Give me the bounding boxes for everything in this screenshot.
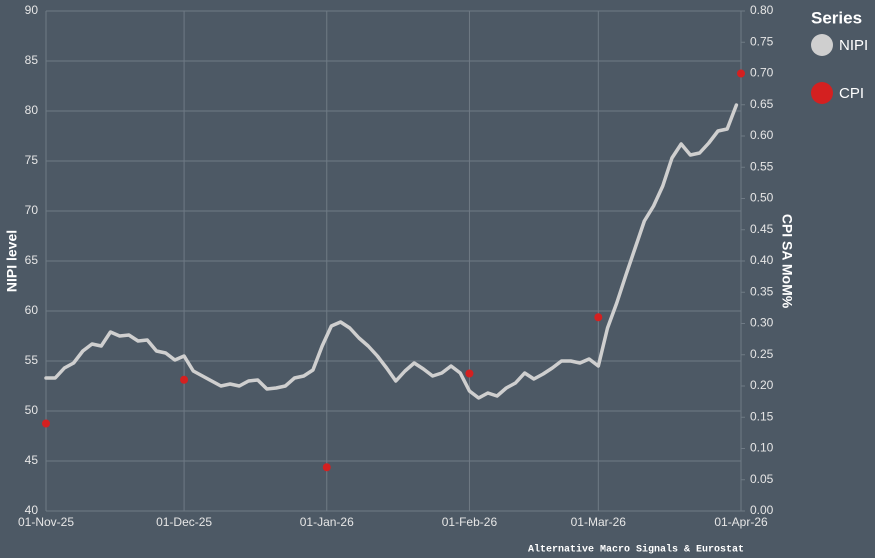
data-point xyxy=(322,463,331,472)
y-tick-label: 55 xyxy=(25,353,39,367)
data-point xyxy=(594,313,603,322)
data-point xyxy=(42,419,50,428)
y2-tick-label: 0.55 xyxy=(750,159,774,173)
y2-tick-label: 0.35 xyxy=(750,284,774,298)
y-tick-label: 75 xyxy=(25,153,39,167)
y-tick-label: 40 xyxy=(25,503,39,517)
y2-tick-label: 0.80 xyxy=(750,3,774,17)
legend-title: Series xyxy=(811,8,862,27)
x-tick-label: 01-Mar-26 xyxy=(571,515,627,529)
y2-tick-label: 0.00 xyxy=(750,503,774,517)
x-tick-label: 01-Apr-26 xyxy=(714,515,768,529)
y-tick-label: 45 xyxy=(25,453,39,467)
y2-tick-label: 0.30 xyxy=(750,316,774,330)
y-axis-title: NIPI level xyxy=(4,230,20,292)
y-tick-label: 90 xyxy=(25,3,39,17)
y-tick-label: 50 xyxy=(25,403,39,417)
x-tick-label: 01-Jan-26 xyxy=(300,515,354,529)
y2-tick-label: 0.50 xyxy=(750,191,774,205)
data-line xyxy=(44,103,739,400)
legend-label: CPI xyxy=(839,85,864,102)
y2-tick-label: 0.45 xyxy=(750,222,774,236)
y2-tick-label: 0.20 xyxy=(750,378,774,392)
y-tick-label: 60 xyxy=(25,303,39,317)
y2-tick-label: 0.70 xyxy=(750,66,774,80)
y2-tick-label: 0.25 xyxy=(750,347,774,361)
legend-marker xyxy=(811,82,833,104)
x-tick-label: 01-Dec-25 xyxy=(156,515,212,529)
y2-tick-label: 0.60 xyxy=(750,128,774,142)
y2-tick-label: 0.40 xyxy=(750,253,774,267)
caption: Alternative Macro Signals & Eurostat xyxy=(528,544,744,556)
data-point xyxy=(737,69,745,78)
y2-axis-title: CPI SA MoM% xyxy=(779,214,795,309)
y2-tick-label: 0.75 xyxy=(750,34,774,48)
x-tick-label: 01-Nov-25 xyxy=(18,515,74,529)
y2-tick-label: 0.10 xyxy=(750,441,774,455)
x-tick-label: 01-Feb-26 xyxy=(442,515,498,529)
data-point xyxy=(465,369,474,378)
y-tick-label: 70 xyxy=(25,203,39,217)
y2-tick-label: 0.65 xyxy=(750,97,774,111)
legend-marker xyxy=(811,34,833,56)
y2-tick-label: 0.05 xyxy=(750,472,774,486)
y-tick-label: 80 xyxy=(25,103,39,117)
legend-label: NIPI xyxy=(839,37,868,54)
y-tick-label: 65 xyxy=(25,253,39,267)
y2-tick-label: 0.15 xyxy=(750,409,774,423)
data-point xyxy=(180,375,189,384)
y-tick-label: 85 xyxy=(25,53,39,67)
